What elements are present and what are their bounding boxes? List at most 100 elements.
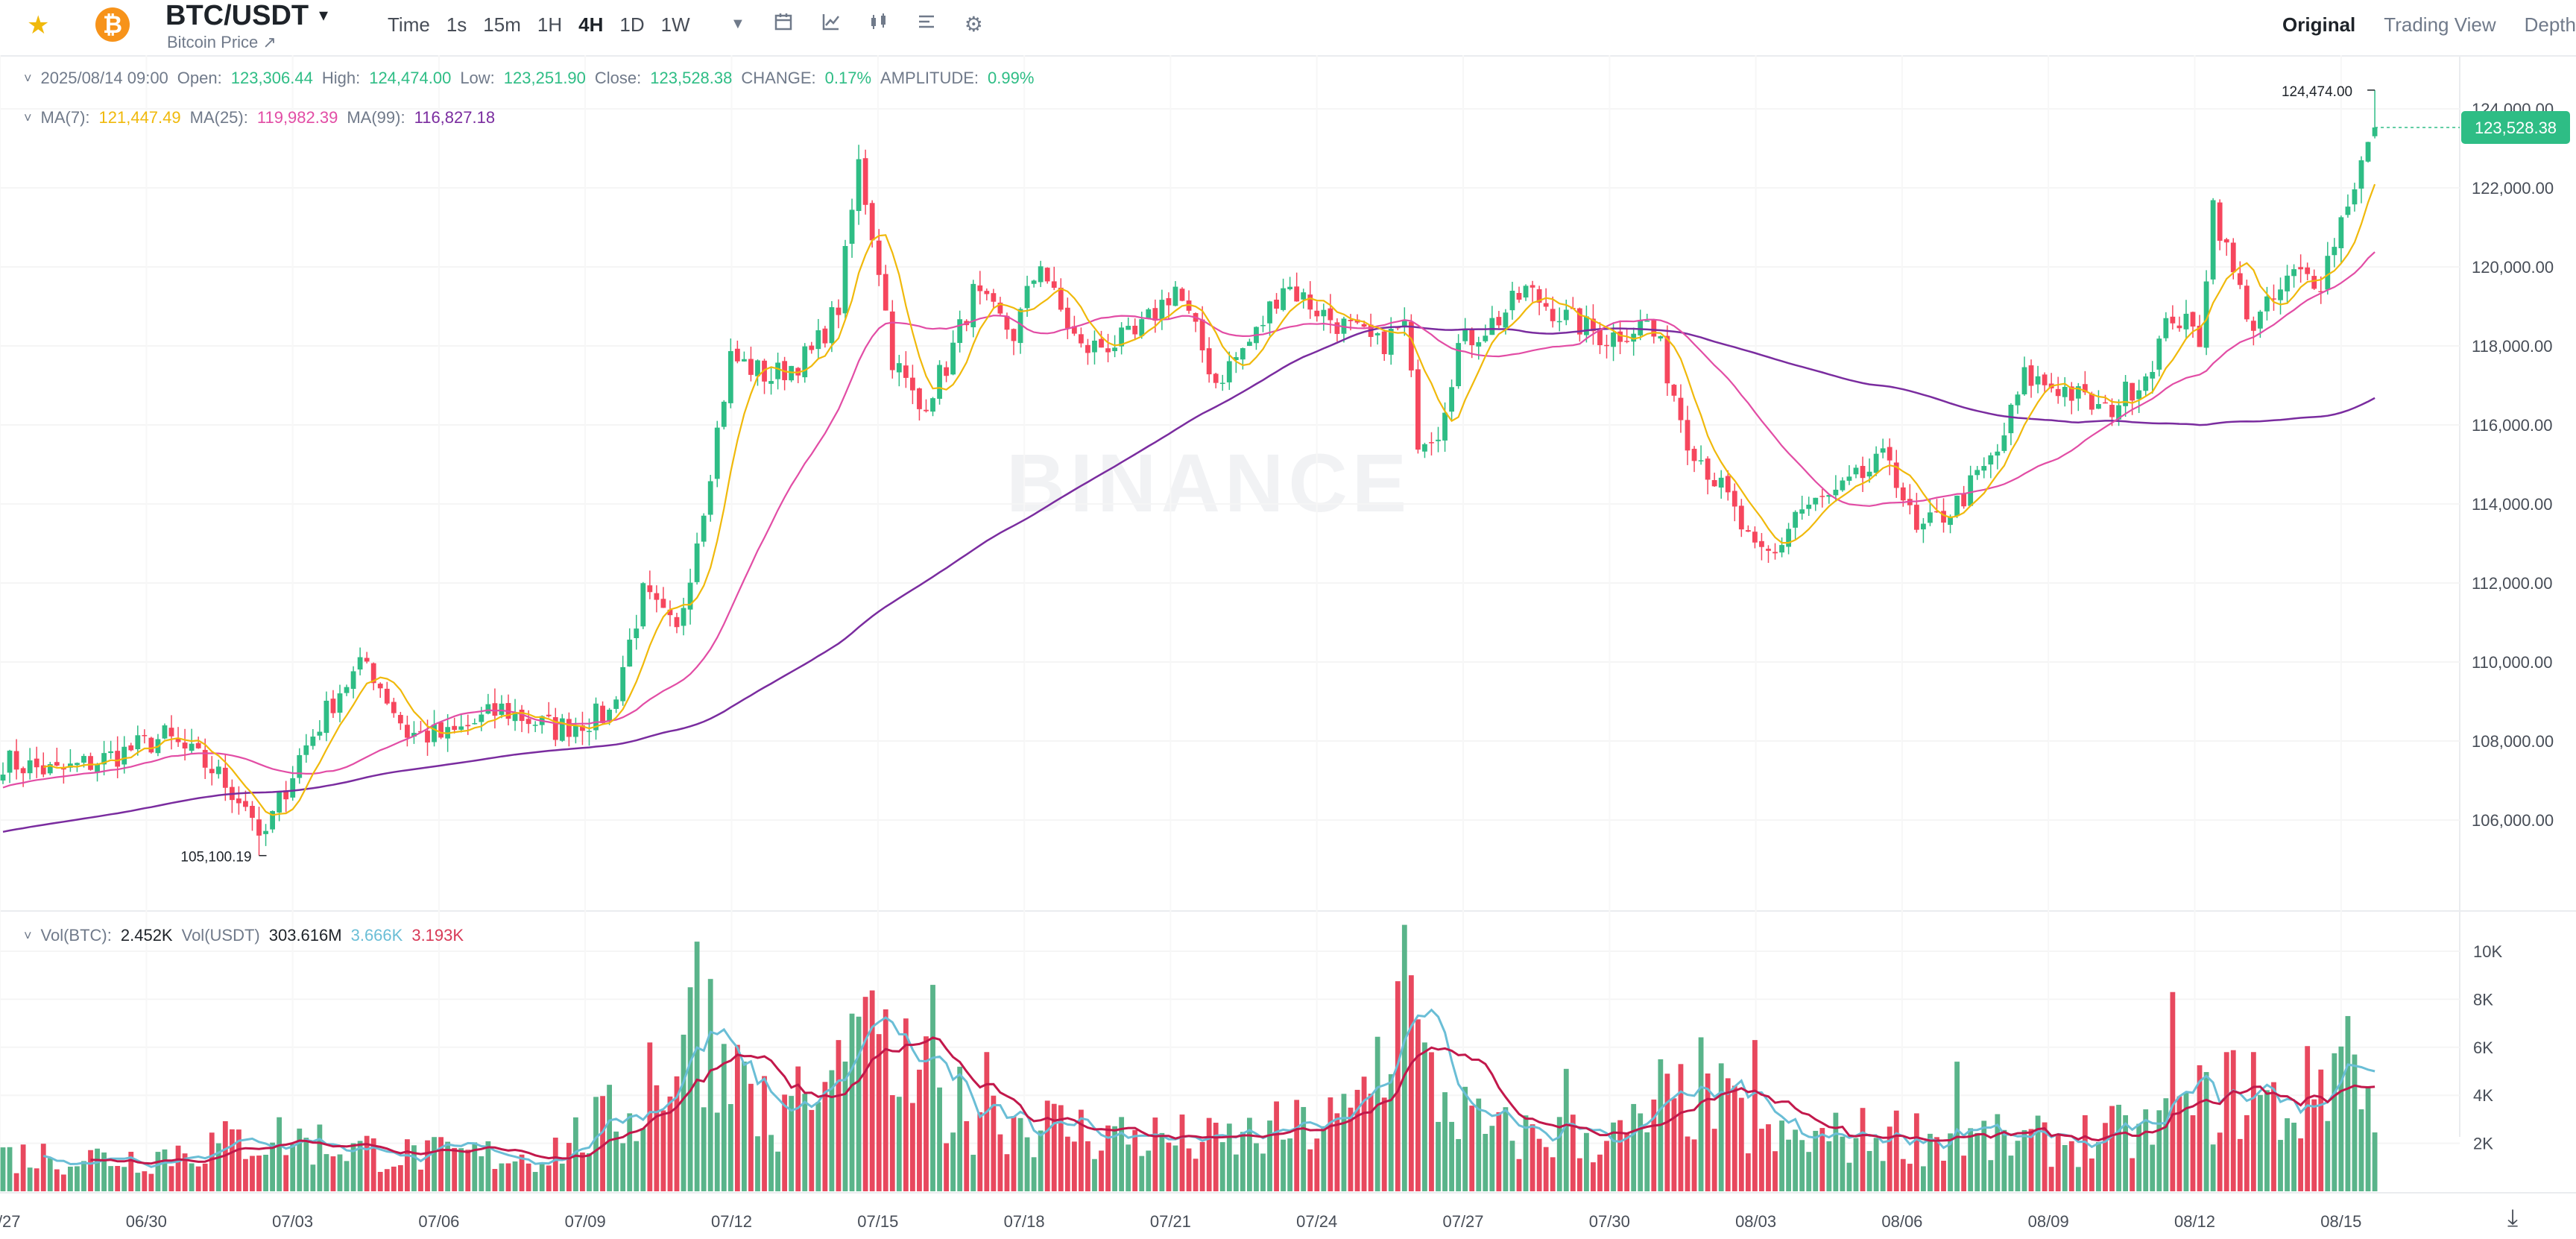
candle-body	[1772, 552, 1778, 554]
indicator-icon[interactable]	[821, 12, 841, 37]
collapse-chevron-icon[interactable]: ˅	[24, 110, 32, 125]
volume-bar	[2305, 1046, 2311, 1191]
volume-bar	[1638, 1113, 1644, 1191]
volume-bar	[889, 1095, 895, 1191]
interval-4h[interactable]: 4H	[578, 13, 604, 36]
volume-bar	[1240, 1132, 1246, 1191]
candle-body	[142, 734, 148, 737]
candle-body	[775, 362, 780, 379]
price-tick-label: 118,000.00	[2472, 337, 2552, 356]
volume-bar	[270, 1142, 275, 1191]
volume-bar	[775, 1151, 780, 1191]
expand-icon[interactable]: ⤓	[2507, 1204, 2519, 1231]
candle-body	[1866, 471, 1872, 477]
view-tabs: Original Trading View Depth	[2282, 13, 2576, 37]
candle-body	[47, 764, 53, 774]
layout-icon[interactable]	[917, 12, 936, 37]
candle-body	[2136, 390, 2142, 400]
candle-body	[714, 427, 720, 479]
volume-bar	[600, 1096, 605, 1191]
volume-bar	[0, 1147, 6, 1191]
volume-bar	[1287, 1138, 1293, 1191]
candle-body	[1483, 335, 1489, 341]
candle-body	[2035, 376, 2041, 385]
ohlc-date: 2025/08/14 09:00	[40, 69, 168, 87]
volume-bar	[721, 1044, 727, 1191]
bitcoin-price-link[interactable]: Bitcoin Price ↗	[167, 33, 277, 51]
binance-watermark: BINANCE	[1006, 438, 1412, 529]
candle-body	[1725, 476, 1731, 493]
amplitude-value: 0.99%	[988, 69, 1035, 87]
candle-body	[869, 203, 875, 241]
candle-body	[1988, 455, 1994, 465]
candle-body	[2230, 242, 2236, 273]
volume-bar	[734, 1044, 740, 1191]
volume-bar	[1011, 1116, 1017, 1191]
calendar-icon[interactable]	[774, 12, 793, 37]
volume-bar	[1388, 1074, 1394, 1191]
interval-time[interactable]: Time	[388, 13, 430, 36]
volume-bar	[587, 1153, 592, 1191]
candle-body	[2298, 267, 2304, 270]
volume-bar	[1900, 1158, 1906, 1191]
candle-body	[1408, 321, 1414, 371]
volume-bar	[182, 1153, 188, 1191]
volume-bar	[1462, 1086, 1468, 1191]
symbol-title[interactable]: BTC/USDT	[165, 0, 309, 31]
candle-body	[1321, 309, 1327, 317]
interval-1s[interactable]: 1s	[446, 13, 467, 36]
symbol-dropdown-chevron-icon[interactable]: ▾	[319, 5, 329, 25]
candle-body	[1738, 505, 1744, 530]
candle-body	[1631, 333, 1637, 342]
candle-body	[822, 328, 828, 344]
candle-body	[1011, 329, 1017, 341]
volume-bar	[2183, 1092, 2189, 1191]
volume-bar	[391, 1166, 397, 1191]
candle-body	[1287, 286, 1293, 289]
volume-bar	[1274, 1101, 1279, 1191]
interval-15m[interactable]: 15m	[483, 13, 521, 36]
volume-bar	[1334, 1113, 1340, 1191]
candle-body	[896, 363, 902, 373]
candle-body	[13, 751, 19, 770]
candle-body	[2190, 312, 2196, 327]
candlestick-chart[interactable]: 124,000.00122,000.00120,000.00118,000.00…	[0, 55, 2576, 1239]
candle-body	[337, 693, 343, 713]
tab-trading-view[interactable]: Trading View	[2384, 13, 2496, 36]
candle-body	[2372, 127, 2378, 136]
star-icon[interactable]: ★	[27, 11, 50, 40]
volume-bar	[243, 1158, 248, 1191]
tab-depth[interactable]: Depth	[2524, 13, 2576, 36]
candle-type-icon[interactable]	[869, 12, 888, 37]
volume-bar	[1199, 1141, 1205, 1191]
tab-original[interactable]: Original	[2282, 13, 2356, 36]
volume-bar	[323, 1154, 329, 1191]
volume-bar	[1092, 1158, 1097, 1191]
candle-body	[472, 722, 478, 725]
volume-bar	[910, 1103, 915, 1191]
candle-body	[34, 758, 40, 768]
interval-1h[interactable]: 1H	[537, 13, 563, 36]
volume-bar	[707, 979, 713, 1191]
volume-bar	[1853, 1138, 1859, 1191]
interval-1w[interactable]: 1W	[660, 13, 690, 36]
candle-body	[310, 737, 316, 746]
volume-bar	[1058, 1105, 1064, 1191]
volume-bar	[1617, 1120, 1623, 1191]
collapse-chevron-icon[interactable]: ˅	[24, 927, 32, 943]
volume-bar	[1483, 1133, 1489, 1191]
volume-tick-label: 6K	[2473, 1038, 2493, 1057]
candle-body	[1004, 315, 1010, 330]
volume-bar	[1206, 1117, 1212, 1191]
chevron-down-icon[interactable]: ▼	[730, 16, 745, 32]
volume-bar	[1671, 1098, 1677, 1191]
candle-body	[1516, 292, 1522, 300]
candle-body	[573, 725, 578, 737]
collapse-chevron-icon[interactable]: ˅	[24, 70, 32, 86]
interval-1d[interactable]: 1D	[619, 13, 645, 36]
volume-bar	[2143, 1109, 2149, 1191]
gear-icon[interactable]: ⚙	[964, 13, 983, 36]
candle-body	[20, 768, 26, 774]
volume-bar	[1799, 1140, 1805, 1191]
volume-bar	[1644, 1132, 1650, 1191]
